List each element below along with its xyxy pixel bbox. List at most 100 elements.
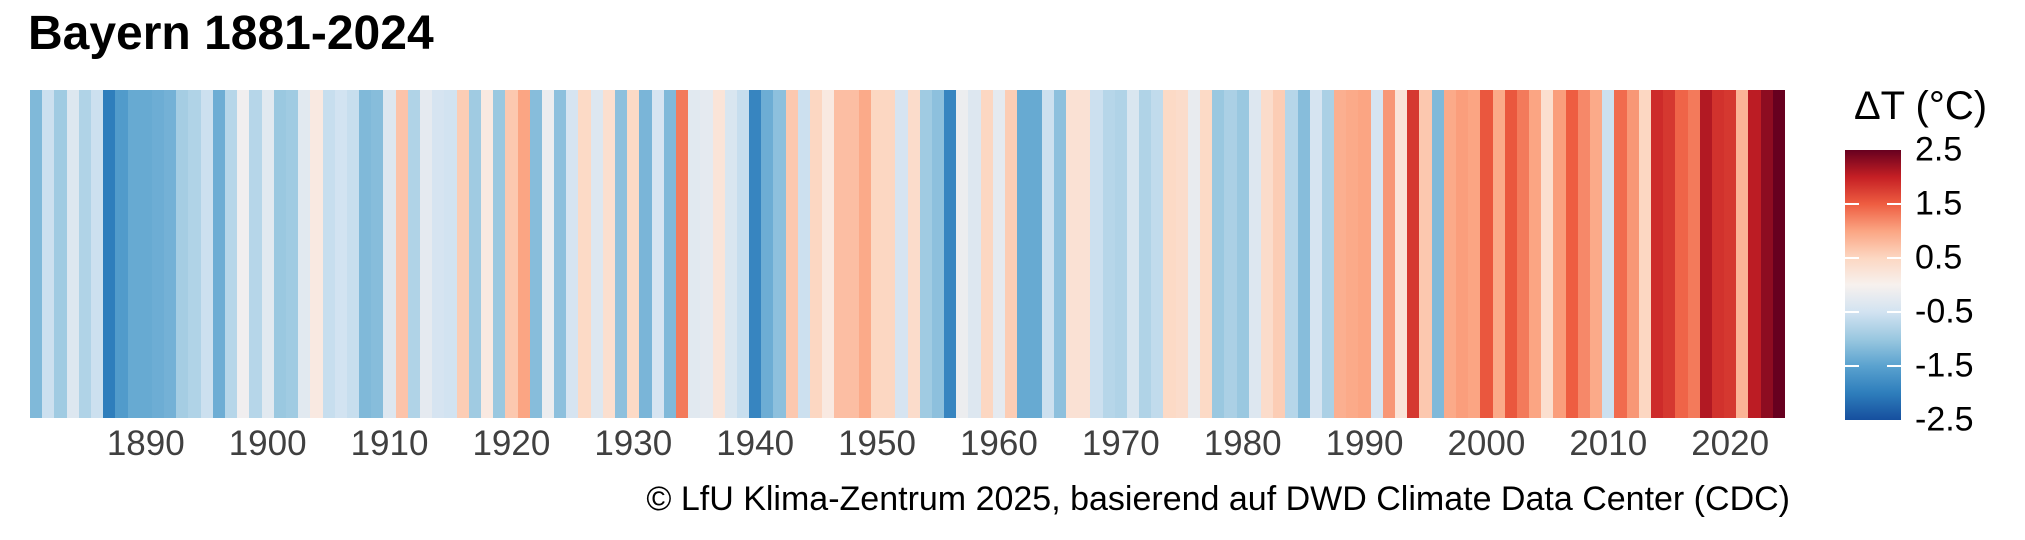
x-tick-label-1940: 1940 (716, 424, 795, 463)
stripe-1982 (1260, 90, 1274, 418)
stripe-1882 (42, 90, 55, 418)
stripe-1994 (1407, 90, 1420, 418)
stripe-1891 (151, 90, 165, 418)
stripe-1952 (895, 90, 908, 418)
stripe-1934 (675, 90, 689, 418)
x-tick-label-1980: 1980 (1203, 424, 1282, 463)
colorbar (1845, 150, 1901, 420)
stripe-1975 (1175, 90, 1188, 418)
stripe-1971 (1126, 90, 1140, 418)
stripe-2005 (1541, 90, 1554, 418)
stripe-1956 (944, 90, 957, 418)
x-tick-label-2010: 2010 (1569, 424, 1648, 463)
stripe-1886 (90, 90, 104, 418)
stripe-1895 (200, 90, 213, 418)
x-tick-label-1890: 1890 (106, 424, 185, 463)
stripe-1954 (919, 90, 932, 418)
stripe-1919 (493, 90, 506, 418)
stripe-1986 (1309, 90, 1322, 418)
stripe-2006 (1553, 90, 1566, 418)
stripe-1966 (1065, 90, 1079, 418)
stripe-1918 (480, 90, 494, 418)
stripe-2014 (1650, 90, 1664, 418)
stripe-1887 (103, 90, 116, 418)
stripe-1894 (188, 90, 201, 418)
stripe-1937 (712, 90, 725, 418)
stripe-1898 (237, 90, 250, 418)
stripe-2003 (1516, 90, 1530, 418)
stripe-1993 (1395, 90, 1408, 418)
stripe-1897 (225, 90, 238, 418)
stripe-1883 (54, 90, 67, 418)
stripe-1922 (529, 90, 542, 418)
stripe-2004 (1529, 90, 1542, 418)
x-tick-label-1920: 1920 (472, 424, 551, 463)
legend-tick-label-1.5: 1.5 (1915, 184, 1963, 223)
stripe-1949 (858, 90, 871, 418)
legend-title: ΔT (°C) (1853, 84, 1988, 128)
stripe-1893 (176, 90, 189, 418)
colorbar-tickmark (1845, 257, 1859, 259)
stripe-2011 (1614, 90, 1627, 418)
stripe-1990 (1358, 90, 1371, 418)
stripe-1963 (1029, 90, 1042, 418)
stripe-2010 (1602, 90, 1615, 418)
stripe-1997 (1443, 90, 1456, 418)
stripe-1912 (407, 90, 420, 418)
stripe-1959 (980, 90, 993, 418)
stripe-1889 (127, 90, 140, 418)
stripe-1965 (1053, 90, 1066, 418)
stripe-2015 (1663, 90, 1676, 418)
stripe-1978 (1212, 90, 1225, 418)
stripe-1906 (334, 90, 347, 418)
stripe-1977 (1200, 90, 1213, 418)
stripe-1981 (1248, 90, 1261, 418)
colorbar-tickmark (1845, 203, 1859, 205)
x-tick-label-2000: 2000 (1447, 424, 1526, 463)
stripe-1924 (554, 90, 567, 418)
colorbar-tickmark (1887, 203, 1901, 205)
x-tick-label-1900: 1900 (228, 424, 307, 463)
colorbar-tickmark (1887, 257, 1901, 259)
stripe-1930 (627, 90, 640, 418)
stripe-1902 (285, 90, 299, 418)
colorbar-tickmark (1887, 311, 1901, 313)
stripe-1915 (444, 90, 457, 418)
stripe-1888 (115, 90, 128, 418)
stripe-2007 (1565, 90, 1578, 418)
stripe-1901 (273, 90, 286, 418)
stripe-2017 (1687, 90, 1700, 418)
stripe-1992 (1382, 90, 1395, 418)
stripe-1904 (310, 90, 323, 418)
stripe-2018 (1699, 90, 1712, 418)
legend-tick-label--0.5: -0.5 (1915, 292, 1974, 331)
stripe-1905 (322, 90, 335, 418)
stripe-1927 (590, 90, 603, 418)
stripe-1984 (1285, 90, 1298, 418)
stripe-1968 (1090, 90, 1103, 418)
stripe-1991 (1370, 90, 1383, 418)
stripe-1896 (212, 90, 225, 418)
stripe-1926 (578, 90, 591, 418)
stripe-1903 (298, 90, 311, 418)
stripe-1932 (651, 90, 664, 418)
legend-tick-label--1.5: -1.5 (1915, 346, 1974, 385)
stripe-2019 (1711, 90, 1725, 418)
x-tick-label-1910: 1910 (350, 424, 429, 463)
stripe-1936 (700, 90, 713, 418)
stripe-1916 (456, 90, 469, 418)
chart-title: Bayern 1881-2024 (28, 7, 434, 60)
stripe-1907 (346, 90, 360, 418)
stripe-1987 (1321, 90, 1335, 418)
stripe-1929 (615, 90, 628, 418)
stripe-1947 (834, 90, 847, 418)
stripe-1917 (468, 90, 481, 418)
stripe-1942 (773, 90, 786, 418)
stripe-2020 (1724, 90, 1737, 418)
stripe-1970 (1114, 90, 1127, 418)
stripe-1939 (736, 90, 750, 418)
stripe-1950 (870, 90, 884, 418)
stripe-1964 (1041, 90, 1054, 418)
stripe-2013 (1638, 90, 1651, 418)
stripe-1933 (663, 90, 676, 418)
